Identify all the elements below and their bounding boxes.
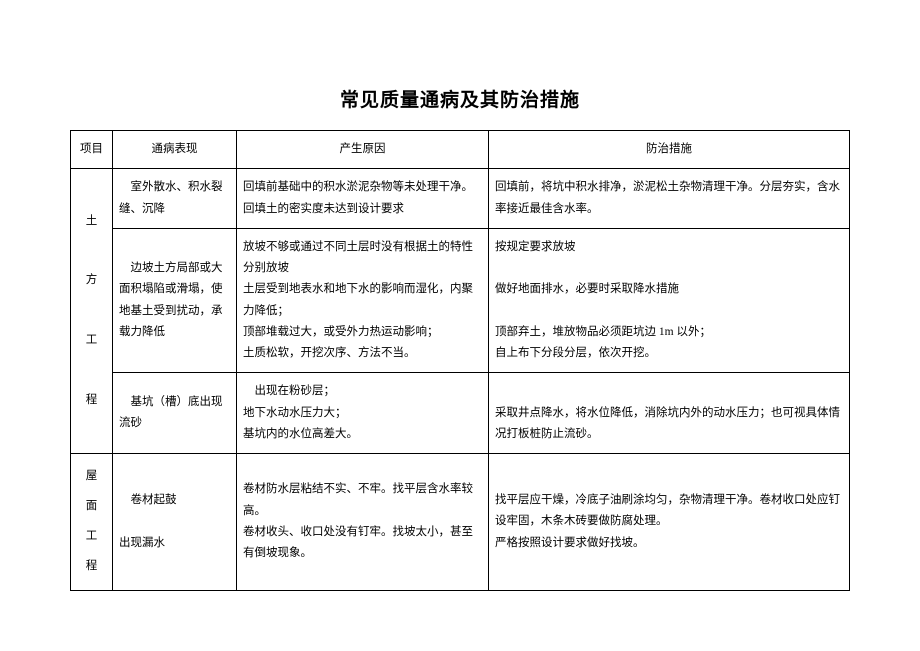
cause-cell: 出现在粉砂层； 地下水动水压力大； 基坑内的水位高差大。	[237, 373, 489, 454]
table-row: 土 方 工 程 室外散水、积水裂缝、沉降 回填前基础中的积水淤泥杂物等未处理干净…	[71, 169, 850, 229]
symptom-cell: 边坡土方局部或大面积塌陷或滑塌，使地基土受到扰动，承载力降低	[113, 228, 237, 373]
table-row: 屋 面 工 程 卷材起鼓 出现漏水 卷材防水层粘结不实、不牢。找平层含水率较高。…	[71, 454, 850, 591]
fix-cell: 回填前，将坑中积水排净，淤泥松土杂物清理干净。分层夯实，含水率接近最佳含水率。	[489, 169, 850, 229]
header-project: 项目	[71, 131, 113, 169]
header-symptom: 通病表现	[113, 131, 237, 169]
cause-cell: 回填前基础中的积水淤泥杂物等未处理干净。回填土的密实度未达到设计要求	[237, 169, 489, 229]
fix-cell: 找平层应干燥，冷底子油刷涂均匀，杂物清理干净。卷材收口处应钉设牢固，木条木砖要做…	[489, 454, 850, 591]
header-fix: 防治措施	[489, 131, 850, 169]
document-page: 常见质量通病及其防治措施 项目 通病表现 产生原因 防治措施 土 方 工 程 室…	[0, 0, 920, 631]
project-cell-earthwork: 土 方 工 程	[71, 169, 113, 454]
project-cell-roof: 屋 面 工 程	[71, 454, 113, 591]
defects-table: 项目 通病表现 产生原因 防治措施 土 方 工 程 室外散水、积水裂缝、沉降 回…	[70, 130, 850, 591]
cause-cell: 卷材防水层粘结不实、不牢。找平层含水率较高。 卷材收头、收口处没有钉牢。找坡太小…	[237, 454, 489, 591]
table-row: 边坡土方局部或大面积塌陷或滑塌，使地基土受到扰动，承载力降低 放坡不够或通过不同…	[71, 228, 850, 373]
header-cause: 产生原因	[237, 131, 489, 169]
document-title: 常见质量通病及其防治措施	[70, 85, 850, 112]
symptom-cell: 卷材起鼓 出现漏水	[113, 454, 237, 591]
table-header-row: 项目 通病表现 产生原因 防治措施	[71, 131, 850, 169]
cause-cell: 放坡不够或通过不同土层时没有根据土的特性分别放坡 土层受到地表水和地下水的影响而…	[237, 228, 489, 373]
symptom-cell: 基坑（槽）底出现流砂	[113, 373, 237, 454]
symptom-cell: 室外散水、积水裂缝、沉降	[113, 169, 237, 229]
fix-cell: 按规定要求放坡 做好地面排水，必要时采取降水措施 顶部弃土，堆放物品必须距坑边 …	[489, 228, 850, 373]
fix-cell: 采取井点降水，将水位降低，消除坑内外的动水压力；也可视具体情况打板桩防止流砂。	[489, 373, 850, 454]
table-row: 基坑（槽）底出现流砂 出现在粉砂层； 地下水动水压力大； 基坑内的水位高差大。 …	[71, 373, 850, 454]
